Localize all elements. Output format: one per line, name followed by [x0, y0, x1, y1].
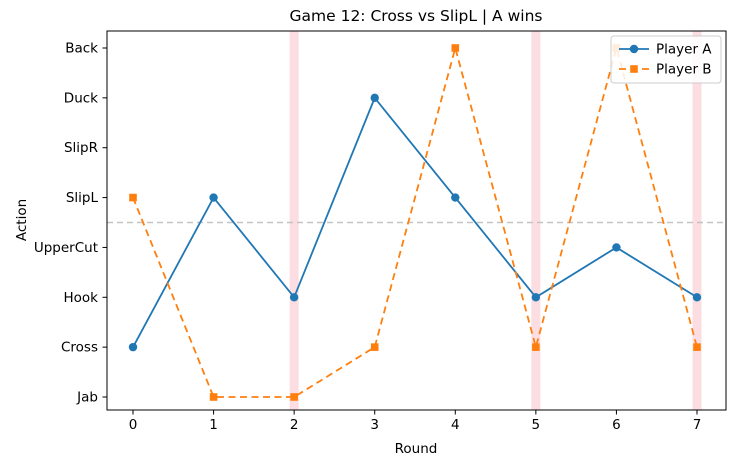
player-a-marker-round-1 — [209, 193, 218, 202]
player-b-marker-round-1 — [209, 393, 218, 401]
player-b-marker-round-0 — [129, 193, 137, 202]
highlight-bands — [289, 31, 702, 410]
x-axis-label: Round — [395, 441, 438, 457]
highlight-band-round-5 — [531, 31, 541, 410]
x-tick-labels: 0 1 2 3 4 5 6 7 — [129, 417, 702, 433]
y-tick-label: SlipL — [66, 190, 99, 206]
player-b-marker-round-5 — [532, 343, 540, 351]
legend: Player A Player B — [610, 35, 722, 84]
y-axis-label: Action — [14, 199, 30, 241]
player-a-marker-round-3 — [370, 93, 379, 103]
player-b-marker-round-4 — [451, 44, 460, 52]
player-b-marker-round-7 — [693, 343, 701, 351]
legend-marker-player-b — [630, 65, 638, 73]
player-a-marker-round-6 — [612, 243, 621, 252]
y-tick-label: Cross — [61, 340, 98, 356]
player-a-marker-round-7 — [692, 293, 702, 302]
legend-label-player-b: Player B — [656, 62, 712, 78]
series-group — [128, 44, 702, 401]
player-a-marker-round-0 — [128, 342, 138, 352]
highlight-band-round-2 — [289, 31, 299, 410]
x-tick-label: 3 — [370, 417, 379, 433]
y-tick-label: UpperCut — [34, 240, 98, 256]
y-tick-label: Duck — [64, 90, 98, 106]
player-a-marker-round-2 — [289, 293, 299, 302]
x-tick-label: 7 — [693, 417, 702, 433]
player-a-marker-round-5 — [531, 293, 541, 302]
axis-ticks — [102, 47, 698, 415]
chart-title: Game 12: Cross vs SlipL | A wins — [290, 7, 543, 25]
y-tick-labels: Jab Cross Hook UpperCut SlipL SlipR Duck Back — [34, 41, 99, 406]
y-tick-label: Hook — [64, 290, 99, 306]
player-b-marker-round-3 — [370, 343, 379, 351]
y-tick-label: SlipR — [64, 140, 98, 156]
x-tick-label: 6 — [612, 417, 621, 433]
x-tick-label: 4 — [451, 417, 460, 433]
x-tick-label: 0 — [129, 417, 138, 433]
player-a-line — [132, 96, 698, 348]
legend-label-player-a: Player A — [656, 42, 712, 58]
highlight-band-round-7 — [692, 31, 702, 410]
y-tick-label: Jab — [76, 390, 98, 406]
plot-border — [106, 30, 727, 411]
x-tick-label: 2 — [290, 417, 299, 433]
legend-box — [610, 35, 722, 84]
x-tick-label: 5 — [532, 417, 541, 433]
player-b-line — [132, 44, 698, 398]
y-tick-label: Back — [65, 41, 98, 57]
legend-marker-player-a — [629, 44, 639, 54]
player-b-marker-round-2 — [290, 393, 298, 401]
player-a-marker-round-4 — [451, 193, 460, 202]
x-tick-label: 1 — [209, 417, 218, 433]
